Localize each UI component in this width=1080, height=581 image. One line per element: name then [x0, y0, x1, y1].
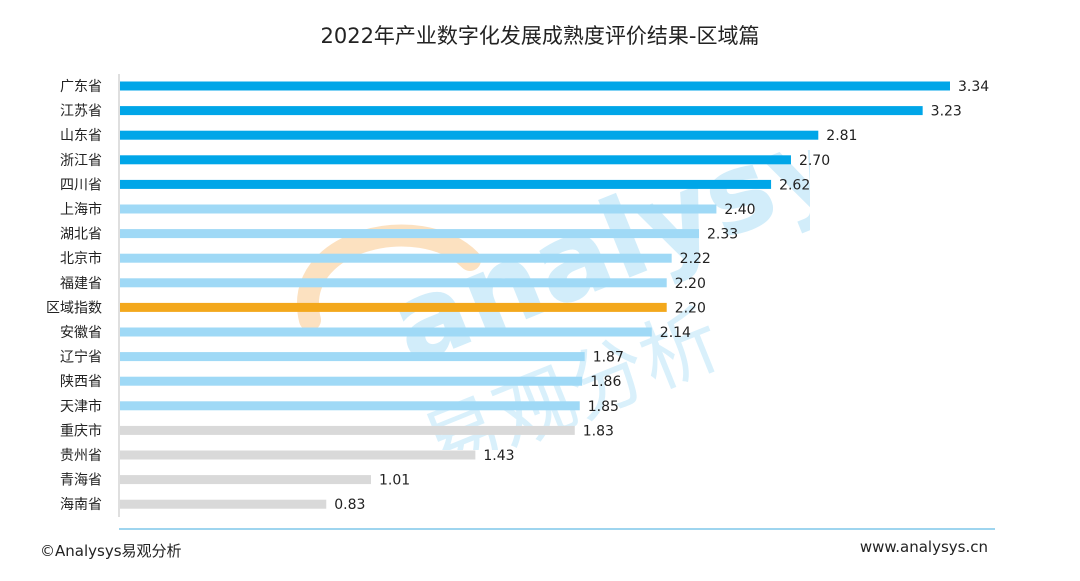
copyright-text: ©Analysys易观分析: [40, 542, 182, 560]
value-label: 1.85: [588, 399, 619, 415]
category-label: 重庆市: [60, 422, 102, 439]
bar: [120, 155, 791, 165]
value-label: 3.34: [958, 79, 989, 95]
category-label: 福建省: [60, 276, 102, 292]
bar: [120, 204, 717, 214]
category-label: 上海市: [60, 201, 102, 218]
category-label: 安徽省: [60, 325, 102, 341]
category-label: 青海省: [60, 473, 102, 489]
bar: [120, 352, 585, 362]
value-label: 2.33: [707, 227, 738, 243]
chart-title: 2022年产业数字化发展成熟度评价结果-区域篇: [320, 24, 760, 48]
category-label: 四川省: [60, 177, 102, 193]
value-label: 2.70: [799, 153, 830, 169]
category-label: 山东省: [60, 128, 102, 144]
bar: [120, 179, 772, 189]
bar: [120, 376, 583, 386]
value-label: 1.86: [590, 374, 621, 390]
category-label: 陕西省: [60, 374, 102, 390]
bar: [120, 106, 923, 116]
value-label: 2.81: [826, 128, 857, 144]
bar: [120, 499, 327, 509]
bar: [120, 475, 371, 485]
value-label: 1.43: [483, 448, 514, 464]
value-label: 0.83: [334, 497, 365, 513]
bar: [120, 425, 575, 435]
category-label: 浙江省: [60, 153, 102, 169]
value-label: 1.01: [379, 473, 410, 489]
bar-chart: 广东省 3.34 江苏省 3.23 山东省 2.81 浙江省 2.70 四川省 2.62 上海市 2.…: [46, 74, 995, 530]
category-label: 贵州省: [60, 448, 102, 464]
value-label: 2.20: [675, 300, 706, 316]
category-label: 辽宁省: [60, 349, 102, 366]
bar: [120, 450, 476, 460]
bar: [120, 130, 819, 140]
bar: [120, 229, 700, 239]
bar: [120, 278, 667, 288]
value-label: 1.83: [583, 423, 614, 439]
value-label: 2.62: [779, 177, 810, 193]
bar: [120, 253, 672, 263]
category-label: 湖北省: [60, 227, 102, 243]
value-label: 2.20: [675, 276, 706, 292]
value-label: 2.14: [660, 325, 691, 341]
category-label: 北京市: [60, 250, 102, 267]
category-label: 区域指数: [46, 300, 102, 316]
value-label: 1.87: [593, 350, 624, 366]
category-label: 江苏省: [60, 104, 102, 120]
value-label: 2.40: [724, 202, 755, 218]
category-label: 天津市: [60, 398, 102, 415]
value-label: 3.23: [931, 104, 962, 120]
category-label: 海南省: [60, 497, 102, 513]
website-link[interactable]: www.analysys.cn: [859, 538, 988, 556]
bar: [120, 81, 950, 91]
bar: [120, 302, 667, 312]
value-label: 2.22: [680, 251, 711, 267]
bars-layer: 广东省 3.34 江苏省 3.23 山东省 2.81 浙江省 2.70 四川省 2.62 上海市 2.…: [46, 79, 989, 513]
bar: [120, 327, 652, 337]
category-label: 广东省: [60, 79, 102, 95]
bar: [120, 401, 580, 411]
